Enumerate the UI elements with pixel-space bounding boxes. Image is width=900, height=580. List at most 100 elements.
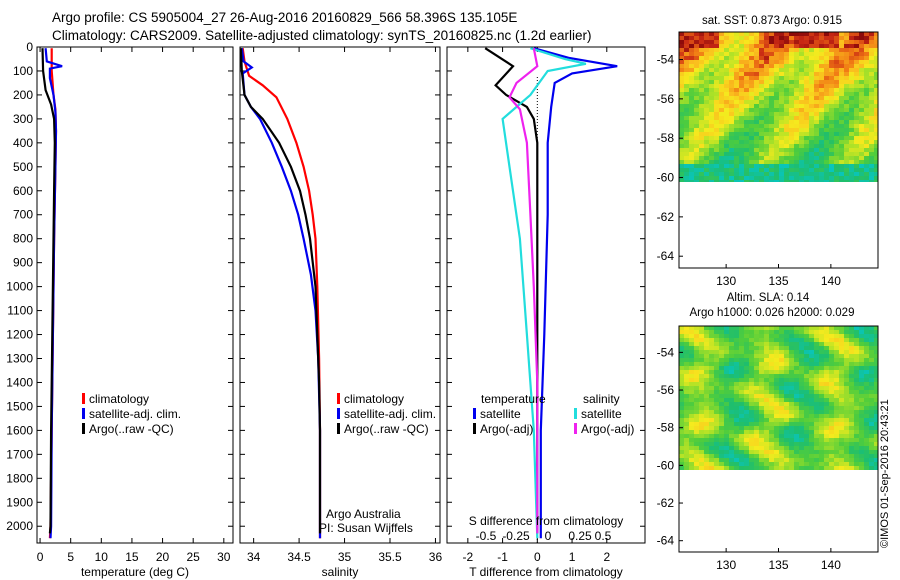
map-cell (824, 140, 830, 145)
map-cell (824, 88, 830, 93)
map-cell (849, 362, 855, 367)
map-cell (729, 180, 735, 182)
map-cell (714, 148, 720, 153)
map-cell (694, 60, 700, 65)
map-cell (779, 374, 785, 379)
map-cell (749, 402, 755, 407)
map-cell (779, 164, 785, 169)
map-cell (729, 48, 735, 53)
map-cell (739, 168, 745, 173)
y-tick-label: 1300 (6, 351, 33, 365)
map-cell (724, 418, 730, 423)
map-cell (814, 354, 820, 359)
map-cell (789, 60, 795, 65)
map-cell (789, 144, 795, 149)
map-cell (709, 406, 715, 411)
map-cell (734, 84, 740, 89)
map-cell (814, 160, 820, 165)
map-cell (739, 164, 745, 169)
map-cell (859, 454, 865, 459)
map-cell (804, 402, 810, 407)
map-cell (834, 84, 840, 89)
map-cell (849, 96, 855, 101)
x-tick-label: 10 (95, 550, 109, 564)
map-cell (809, 386, 815, 391)
map-cell (724, 438, 730, 443)
map-cell (679, 366, 685, 371)
map-cell (844, 36, 850, 41)
map-cell (799, 330, 805, 335)
map-cell (814, 438, 820, 443)
map-cell (824, 168, 830, 173)
map-cell (824, 382, 830, 387)
map-cell (709, 374, 715, 379)
map-cell (839, 338, 845, 343)
map-cell (799, 354, 805, 359)
map-cell (864, 426, 870, 431)
map-cell (779, 386, 785, 391)
map-cell (799, 426, 805, 431)
map-cell (679, 370, 685, 375)
map-cell (864, 60, 870, 65)
sla-map-title: Altim. SLA: 0.14 (727, 292, 810, 304)
map-cell (689, 386, 695, 391)
map-cell (819, 136, 825, 141)
map-cell (699, 144, 705, 149)
map-cell (699, 386, 705, 391)
map-cell (844, 342, 850, 347)
map-cell (719, 92, 725, 97)
map-cell (679, 330, 685, 335)
map-cell (694, 394, 700, 399)
map-cell (764, 136, 770, 141)
map-cell (694, 450, 700, 455)
map-cell (814, 406, 820, 411)
map-cell (789, 466, 795, 470)
map-cell (734, 136, 740, 141)
legend-swatch (82, 393, 85, 404)
map-cell (719, 148, 725, 153)
map-cell (794, 108, 800, 113)
map-cell (769, 144, 775, 149)
map-cell (774, 462, 780, 467)
map-cell (849, 108, 855, 113)
map-cell (844, 430, 850, 435)
map-cell (779, 76, 785, 81)
map-cell (714, 382, 720, 387)
map-cell (874, 132, 878, 137)
map-cell (719, 56, 725, 61)
map-cell (794, 346, 800, 351)
legend-swatch (574, 423, 577, 434)
map-cell (734, 64, 740, 69)
map-cell (844, 112, 850, 117)
map-cell (729, 390, 735, 395)
map-cell (779, 132, 785, 137)
map-cell (714, 374, 720, 379)
map-cell (764, 104, 770, 109)
map-cell (824, 358, 830, 363)
map-cell (799, 148, 805, 153)
map-cell (704, 462, 710, 467)
map-cell (744, 148, 750, 153)
map-cell (844, 446, 850, 451)
map-cell (844, 370, 850, 375)
map-cell (699, 72, 705, 77)
map-cell (869, 358, 875, 363)
map-cell (774, 422, 780, 427)
map-cell (719, 366, 725, 371)
map-cell (744, 342, 750, 347)
map-cell (749, 434, 755, 439)
map-cell (769, 92, 775, 97)
map-cell (849, 40, 855, 45)
map-cell (784, 422, 790, 427)
map-cell (749, 56, 755, 61)
map-cell (729, 430, 735, 435)
map-cell (804, 354, 810, 359)
top-tick-label: 0 (545, 529, 552, 543)
map-cell (789, 378, 795, 383)
map-cell (794, 128, 800, 133)
map-x-tick-label: 135 (768, 558, 788, 572)
map-cell (789, 358, 795, 363)
map-cell (864, 442, 870, 447)
map-cell (784, 132, 790, 137)
map-cell (839, 330, 845, 335)
